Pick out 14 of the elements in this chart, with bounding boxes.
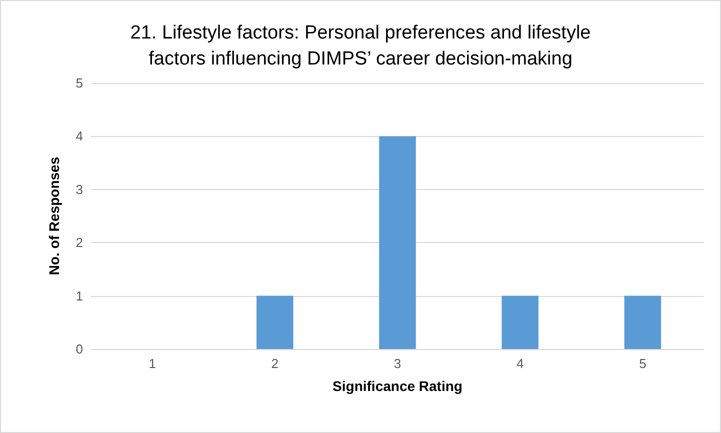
y-tick-label: 4 bbox=[76, 128, 83, 144]
x-tick-label: 5 bbox=[639, 356, 646, 371]
y-tick-label: 5 bbox=[76, 76, 83, 90]
x-tick-label: 1 bbox=[148, 356, 156, 371]
y-tick-label: 0 bbox=[76, 342, 83, 356]
x-tick-label: 3 bbox=[394, 356, 402, 371]
x-tick-label: 2 bbox=[271, 356, 279, 371]
y-tick-label: 1 bbox=[76, 288, 83, 304]
chart-title: 21. Lifestyle factors: Personal preferences and lifestyle factors influencing DIMPS’ career decision-making bbox=[130, 22, 591, 70]
y-tick-label: 2 bbox=[76, 235, 83, 250]
x-axis-title: Significance Rating bbox=[332, 378, 462, 394]
y-axis-title: No. of Responses bbox=[46, 156, 62, 276]
y-tick-label: 3 bbox=[76, 182, 83, 197]
x-tick-label: 4 bbox=[516, 356, 524, 371]
